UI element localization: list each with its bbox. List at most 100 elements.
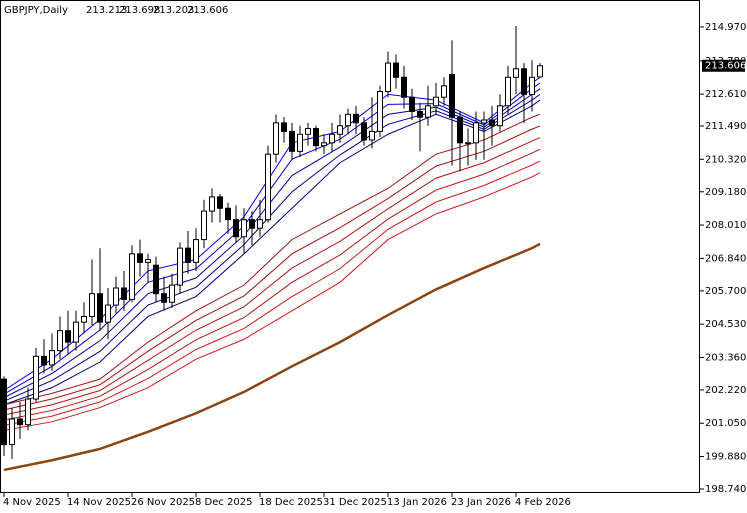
candle-body [529,76,535,95]
candle-body [537,65,543,78]
x-tick-label: 4 Nov 2025 [3,497,61,508]
y-tick-label: 205.700 [705,286,746,297]
candle-body [65,330,71,343]
candle-body [393,62,399,78]
candle-body [121,287,127,300]
candle-body [305,128,311,135]
y-tick-label: 212.610 [705,89,746,100]
x-tick-label: 31 Dec 2025 [323,497,387,508]
candle-body [521,68,527,95]
candle-body [329,133,335,144]
candle-body [313,128,319,147]
y-tick-label: 211.490 [705,121,746,132]
ohlc-open: 213.213 [86,5,127,16]
candle-body [169,284,175,303]
candle-body [9,418,15,446]
candle-body [209,196,215,212]
candle-body [449,73,455,118]
y-tick-label: 202.220 [705,385,746,396]
candle-body [217,196,223,209]
candle-body [337,125,343,135]
candle-body [177,247,183,286]
x-tick-label: 8 Dec 2025 [195,497,253,508]
candle-body [417,110,423,118]
candle-body [345,113,351,127]
x-tick-label: 18 Dec 2025 [259,497,323,508]
candle-body [401,76,407,98]
candle-body [289,130,295,152]
price-label-box [702,59,745,72]
candle-body [281,122,287,132]
candle-body [297,133,303,152]
candle-body [273,122,279,155]
candle-body [353,113,359,124]
candle-body [321,142,327,147]
candle-body [505,76,511,107]
candle-body [81,315,87,323]
moving-average [3,172,541,431]
y-tick-label: 199.880 [705,452,746,463]
x-tick-label: 14 Nov 2025 [67,497,131,508]
candle-body [113,287,119,306]
candle-body [257,219,263,229]
candle-body [481,119,487,124]
candle-body [97,293,103,323]
candle-body [1,378,7,446]
ohlc-low: 213.203 [153,5,194,16]
candle-body [497,105,503,127]
plot-area [1,26,543,472]
ohlc-close: 213.606 [187,5,228,16]
moving-average [3,137,541,416]
candle-body [457,116,463,144]
chart-header: GBPJPY,Daily 213.213 213.698 213.203 213… [4,5,228,16]
candle-body [129,253,135,300]
candle-body [473,122,479,144]
candle-body [265,153,271,221]
y-tick-label: 210.320 [705,154,746,165]
candle-body [409,96,415,112]
candle-body [433,96,439,107]
candle-body [385,62,391,93]
candle-body [377,91,383,132]
candle-body [57,330,63,352]
y-tick-label: 198.740 [705,484,746,495]
y-tick-label: 204.530 [705,319,746,330]
y-tick-label: 214.970 [705,22,746,33]
candle-body [441,85,447,98]
price-label: 213.606 [705,61,746,72]
candle-body [465,142,471,145]
candle-body [249,219,255,229]
candle-body [425,105,431,118]
ohlc-high: 213.698 [119,5,160,16]
candle-body [145,259,151,263]
plot-frame [0,0,700,493]
y-tick-label: 209.180 [705,187,746,198]
candle-body [161,293,167,303]
moving-average [3,242,541,472]
candle-body [489,119,495,127]
candle-body [33,355,39,400]
x-tick-label: 13 Jan 2026 [387,497,447,508]
candle-body [89,293,95,317]
y-tick-label: 208.010 [705,220,746,231]
y-tick-label: 206.840 [705,253,746,264]
candle-body [49,350,55,366]
candle-body [17,418,23,426]
candle-body [105,304,111,323]
candle-body [73,321,79,343]
candle-body [185,247,191,263]
candle-body [137,253,143,263]
candle-body [233,219,239,238]
y-tick-label: 201.050 [705,418,746,429]
x-tick-label: 26 Nov 2025 [131,497,195,508]
candle-body [241,219,247,238]
candle-body [201,210,207,241]
candle-body [369,130,375,141]
candle-body [361,122,367,141]
moving-average [3,148,541,421]
chart-title: GBPJPY,Daily [4,5,68,16]
y-tick-label: 203.360 [705,352,746,363]
x-tick-label: 4 Feb 2026 [515,497,571,508]
